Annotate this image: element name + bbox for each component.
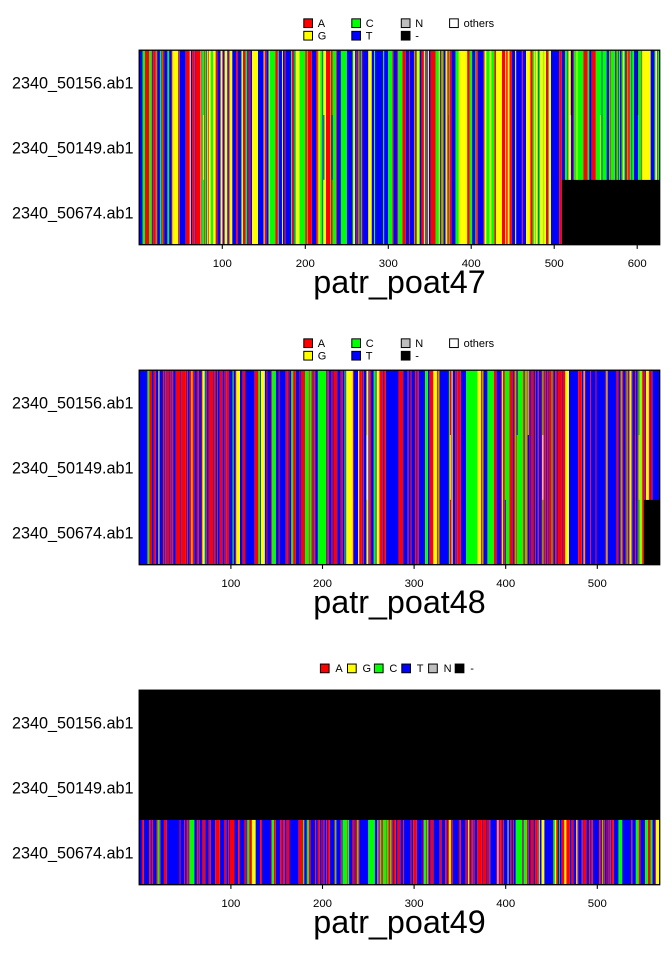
svg-text:N: N — [415, 18, 423, 30]
svg-text:100: 100 — [213, 258, 232, 270]
svg-text:100: 100 — [221, 898, 240, 910]
svg-text:T: T — [417, 663, 424, 675]
svg-text:500: 500 — [588, 898, 607, 910]
svg-text:-: - — [415, 31, 419, 43]
svg-text:others: others — [464, 338, 495, 350]
svg-text:A: A — [335, 663, 343, 675]
svg-text:2340_50149.ab1: 2340_50149.ab1 — [12, 459, 134, 477]
svg-text:A: A — [318, 338, 326, 350]
svg-text:-: - — [415, 351, 419, 363]
svg-text:2340_50156.ab1: 2340_50156.ab1 — [12, 715, 134, 733]
svg-text:200: 200 — [296, 258, 315, 270]
svg-text:G: G — [318, 351, 327, 363]
svg-text:2340_50156.ab1: 2340_50156.ab1 — [12, 75, 134, 93]
svg-text:2340_50674.ab1: 2340_50674.ab1 — [12, 524, 134, 542]
svg-text:G: G — [363, 663, 372, 675]
svg-text:2340_50674.ab1: 2340_50674.ab1 — [12, 844, 134, 862]
svg-text:2340_50156.ab1: 2340_50156.ab1 — [12, 395, 134, 413]
svg-text:2340_50149.ab1: 2340_50149.ab1 — [12, 780, 134, 798]
svg-text:-: - — [470, 663, 474, 675]
svg-text:T: T — [366, 351, 373, 363]
svg-text:300: 300 — [405, 578, 424, 590]
svg-text:500: 500 — [588, 578, 607, 590]
svg-text:patr_poat48: patr_poat48 — [313, 584, 485, 620]
svg-text:400: 400 — [462, 258, 481, 270]
svg-text:500: 500 — [545, 258, 564, 270]
svg-text:2340_50149.ab1: 2340_50149.ab1 — [12, 139, 134, 157]
svg-text:patr_poat49: patr_poat49 — [313, 904, 485, 940]
svg-text:N: N — [444, 663, 452, 675]
svg-text:others: others — [464, 18, 495, 30]
svg-text:300: 300 — [379, 258, 398, 270]
svg-text:400: 400 — [496, 578, 515, 590]
svg-text:patr_poat47: patr_poat47 — [313, 264, 485, 300]
svg-text:400: 400 — [496, 898, 515, 910]
svg-text:200: 200 — [313, 898, 332, 910]
svg-text:C: C — [366, 338, 374, 350]
svg-text:T: T — [366, 31, 373, 43]
svg-text:200: 200 — [313, 578, 332, 590]
svg-text:600: 600 — [628, 258, 647, 270]
svg-text:N: N — [415, 338, 423, 350]
svg-text:G: G — [318, 31, 327, 43]
svg-text:C: C — [389, 663, 397, 675]
svg-text:2340_50674.ab1: 2340_50674.ab1 — [12, 204, 134, 222]
svg-text:300: 300 — [405, 898, 424, 910]
svg-text:100: 100 — [221, 578, 240, 590]
svg-text:C: C — [366, 18, 374, 30]
svg-text:A: A — [318, 18, 326, 30]
